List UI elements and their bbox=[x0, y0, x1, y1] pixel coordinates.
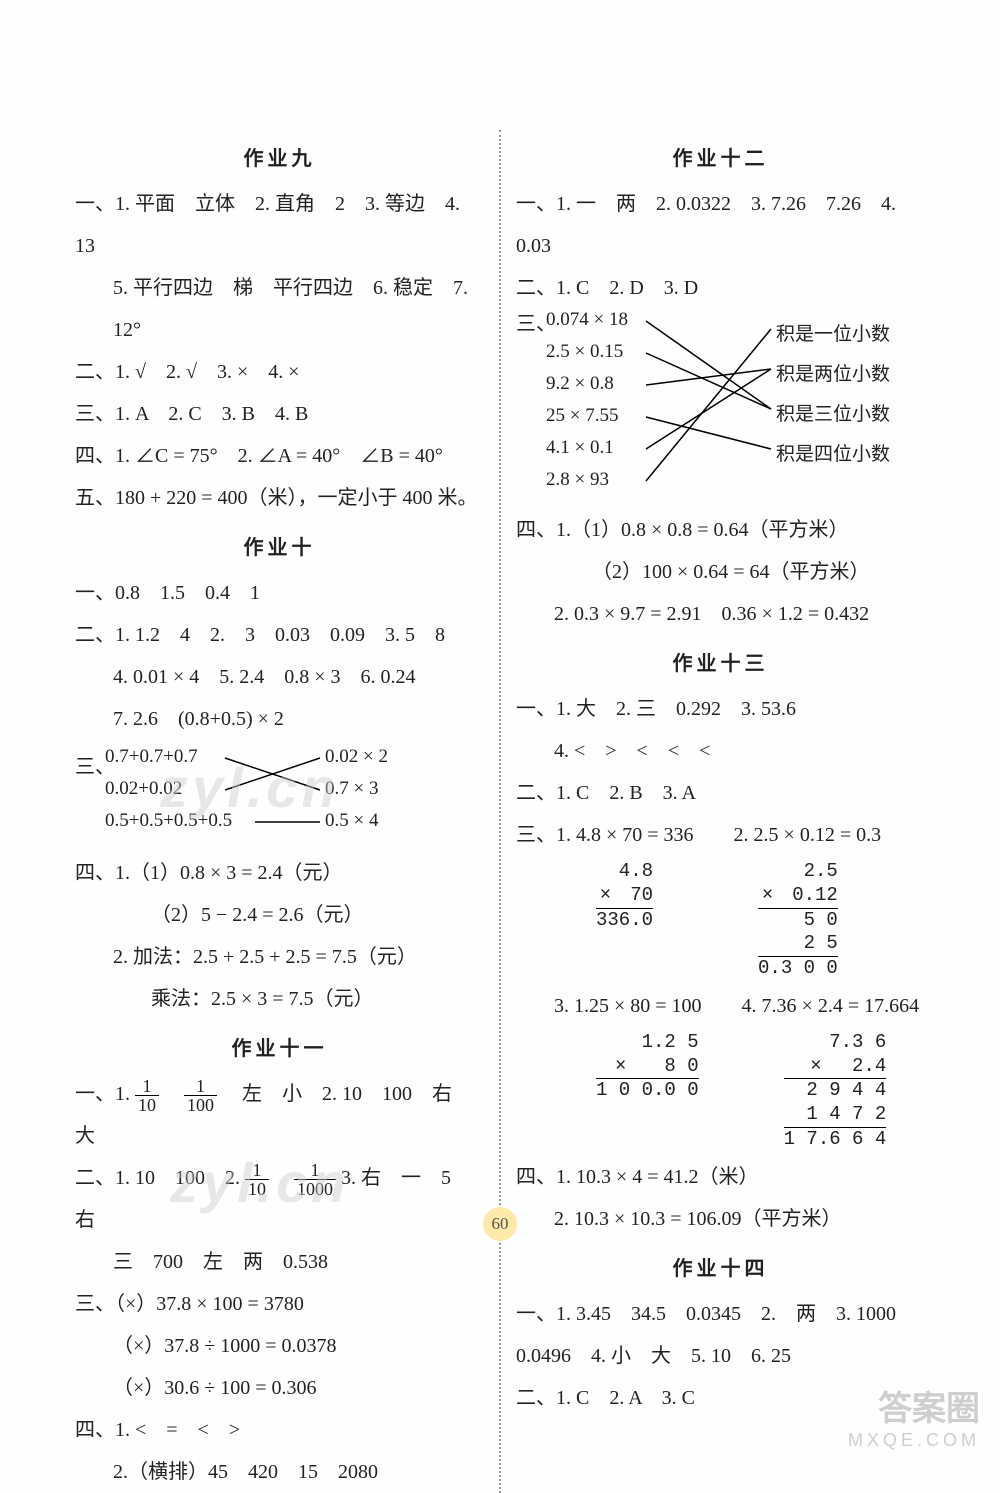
hw13-l2: 4. < > < < < bbox=[516, 730, 925, 772]
m1a: 4.8 bbox=[596, 860, 653, 884]
hw12-l2: 二、1. C 2. D 3. D bbox=[516, 267, 925, 309]
m1b: × 70 bbox=[596, 884, 653, 908]
m2e: 0.3 0 0 bbox=[758, 956, 838, 981]
hw12-matching-diagram: 三、 0.074 × 18 2.5 × 0.15 9.2 × 0.8 25 × … bbox=[516, 309, 925, 509]
mult-4: 7.3 6 × 2.4 2 9 4 4 1 4 7 2 1 7.6 6 4 bbox=[784, 1031, 887, 1152]
m4c: 2 9 4 4 bbox=[784, 1078, 887, 1103]
hw13-l3: 二、1. C 2. B 3. A bbox=[516, 772, 925, 814]
hw11-l1a: 一、1. bbox=[75, 1083, 135, 1105]
hw10-matching-diagram: 三、 0.7+0.7+0.7 0.02+0.02 0.5+0.5+0.5+0.5… bbox=[75, 746, 484, 846]
mult-2: 2.5 × 0.12 5 0 2 5 0.3 0 0 bbox=[758, 860, 838, 981]
hw13-l5: 3. 1.25 × 80 = 100 4. 7.36 × 2.4 = 17.66… bbox=[516, 985, 925, 1027]
m4a: 7.3 6 bbox=[784, 1031, 887, 1055]
hw10-l8: 乘法：2.5 × 3 = 7.5（元） bbox=[75, 978, 484, 1020]
m3c: 1 0 0.0 0 bbox=[596, 1078, 699, 1103]
m1c: 336.0 bbox=[596, 908, 653, 933]
corner-wm-small: MXQE.COM bbox=[848, 1430, 980, 1451]
hw12-l5: （2）100 × 0.64 = 64（平方米） bbox=[516, 551, 925, 593]
hw10-l6: （2）5 − 2.4 = 2.6（元） bbox=[75, 894, 484, 936]
hw12-l1: 一、1. 一 两 2. 0.0322 3. 7.26 7.26 4. 0.03 bbox=[516, 183, 925, 267]
page-columns: 作业九 一、1. 平面 立体 2. 直角 2 3. 等边 4. 13 5. 平行… bbox=[0, 130, 1000, 1493]
hw13-l1: 一、1. 大 2. 三 0.292 3. 53.6 bbox=[516, 688, 925, 730]
hw9-title: 作业九 bbox=[75, 142, 484, 171]
hw13-l6: 四、1. 10.3 × 4 = 41.2（米） bbox=[516, 1156, 925, 1198]
hw14-title: 作业十四 bbox=[516, 1252, 925, 1281]
frac-1-1000: 11000 bbox=[294, 1161, 336, 1198]
hw14-l1: 一、1. 3.45 34.5 0.0345 2. 两 3. 1000 bbox=[516, 1293, 925, 1335]
m3b: × 8 0 bbox=[596, 1055, 699, 1079]
hw10-l2: 二、1. 1.2 4 2. 3 0.03 0.09 3. 5 8 bbox=[75, 614, 484, 656]
m2c: 5 0 bbox=[758, 908, 838, 933]
hw12-l4: 四、1.（1）0.8 × 0.8 = 0.64（平方米） bbox=[516, 509, 925, 551]
hw12-title: 作业十二 bbox=[516, 142, 925, 171]
hw10-l1: 一、0.8 1.5 0.4 1 bbox=[75, 572, 484, 614]
hw9-l3: 二、1. √ 2. √ 3. × 4. × bbox=[75, 351, 484, 393]
left-column: 作业九 一、1. 平面 立体 2. 直角 2 3. 等边 4. 13 5. 平行… bbox=[60, 130, 501, 1493]
corner-wm-big: 答案圈 bbox=[848, 1381, 980, 1430]
hw9-l1: 一、1. 平面 立体 2. 直角 2 3. 等边 4. 13 bbox=[75, 183, 484, 267]
hw9-l4: 三、1. A 2. C 3. B 4. B bbox=[75, 393, 484, 435]
m2b: × 0.12 bbox=[758, 884, 838, 908]
m4e: 1 7.6 6 4 bbox=[784, 1127, 887, 1152]
mult-1: 4.8 × 70 336.0 bbox=[596, 860, 653, 932]
corner-watermark: 答案圈 MXQE.COM bbox=[848, 1381, 980, 1451]
frac-1-100: 1100 bbox=[184, 1077, 217, 1114]
hw9-l6: 五、180 + 220 = 400（米），一定小于 400 米。 bbox=[75, 477, 484, 519]
frac-1-10b: 110 bbox=[245, 1161, 269, 1198]
hw14-l2: 0.0496 4. 小 大 5. 10 6. 25 bbox=[516, 1335, 925, 1377]
hw13-mult-row2: 1.2 5 × 8 0 1 0 0.0 0 7.3 6 × 2.4 2 9 4 … bbox=[516, 1027, 925, 1156]
m4d: 1 4 7 2 bbox=[784, 1103, 887, 1127]
hw13-l4: 三、1. 4.8 × 70 = 336 2. 2.5 × 0.12 = 0.3 bbox=[516, 814, 925, 856]
hw11-l2: 二、1. 10 100 2. 110 11000 3. 右 一 5 右 bbox=[75, 1157, 484, 1241]
hw9-l2: 5. 平行四边 梯 平行四边 6. 稳定 7. 12° bbox=[75, 267, 484, 351]
hw13-mult-row1: 4.8 × 70 336.0 2.5 × 0.12 5 0 2 5 0.3 0 … bbox=[516, 856, 925, 985]
hw11-l1: 一、1. 110 1100 左 小 2. 10 100 右 大 bbox=[75, 1073, 484, 1157]
hw12-match-lines bbox=[516, 309, 936, 509]
hw10-l5: 四、1.（1）0.8 × 3 = 2.4（元） bbox=[75, 852, 484, 894]
hw13-title: 作业十三 bbox=[516, 647, 925, 676]
mult-3: 1.2 5 × 8 0 1 0 0.0 0 bbox=[596, 1031, 699, 1103]
frac-1-10: 110 bbox=[135, 1077, 159, 1114]
hw11-l2a: 二、1. 10 100 2. bbox=[75, 1167, 245, 1189]
m4b: × 2.4 bbox=[784, 1055, 887, 1079]
hw10-l4: 7. 2.6 (0.8+0.5) × 2 bbox=[75, 698, 484, 740]
m2d: 2 5 bbox=[758, 932, 838, 956]
hw10-title: 作业十 bbox=[75, 531, 484, 560]
hw11-title: 作业十一 bbox=[75, 1032, 484, 1061]
page-number-badge: 60 bbox=[483, 1207, 517, 1241]
right-column: 作业十二 一、1. 一 两 2. 0.0322 3. 7.26 7.26 4. … bbox=[501, 130, 940, 1493]
hw12-l6: 2. 0.3 × 9.7 = 2.91 0.36 × 1.2 = 0.432 bbox=[516, 593, 925, 635]
m2a: 2.5 bbox=[758, 860, 838, 884]
m3a: 1.2 5 bbox=[596, 1031, 699, 1055]
hw11-l5: （×）37.8 ÷ 1000 = 0.0378 bbox=[75, 1325, 484, 1367]
hw13-l7: 2. 10.3 × 10.3 = 106.09（平方米） bbox=[516, 1198, 925, 1240]
hw10-match-lines bbox=[75, 746, 475, 846]
hw11-l4: 三、（×）37.8 × 100 = 3780 bbox=[75, 1283, 484, 1325]
hw10-l7: 2. 加法：2.5 + 2.5 + 2.5 = 7.5（元） bbox=[75, 936, 484, 978]
hw11-l6: （×）30.6 ÷ 100 = 0.306 bbox=[75, 1367, 484, 1409]
hw11-l7: 四、1. < = < > bbox=[75, 1409, 484, 1451]
hw9-l5: 四、1. ∠C = 75° 2. ∠A = 40° ∠B = 40° bbox=[75, 435, 484, 477]
hw11-l3: 三 700 左 两 0.538 bbox=[75, 1241, 484, 1283]
hw11-l8: 2.（横排）45 420 15 2080 bbox=[75, 1451, 484, 1493]
hw10-l3: 4. 0.01 × 4 5. 2.4 0.8 × 3 6. 0.24 bbox=[75, 656, 484, 698]
